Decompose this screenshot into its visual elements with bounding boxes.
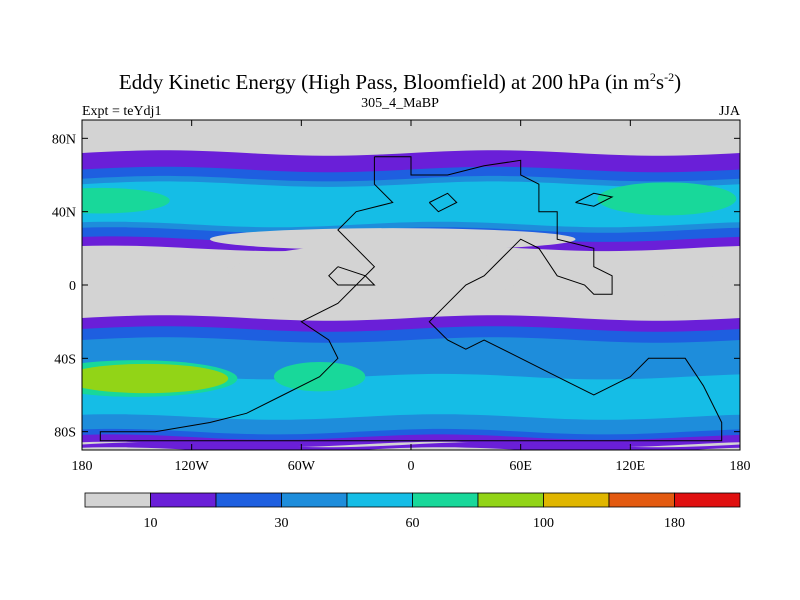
coastline-outline — [99, 156, 723, 442]
contour-band-4 — [82, 368, 740, 420]
colorbar-label-3: 100 — [533, 516, 554, 531]
contour-band-7 — [82, 337, 740, 380]
colorbar-box-4 — [346, 492, 413, 508]
low-region-0 — [228, 244, 521, 307]
y-tick-label-0: 80N — [52, 132, 76, 147]
title-exp-2: -2 — [664, 70, 675, 84]
title-unit: s — [655, 70, 665, 94]
chart-subtitle: 305_4_MaBP — [361, 96, 439, 111]
experiment-label: Expt = teYdj1 — [82, 104, 162, 119]
x-tick-label-1: 120W — [175, 459, 210, 474]
colorbar-box-5 — [412, 492, 479, 508]
coastline-segment-1 — [428, 192, 458, 213]
x-tick-label-6: 180 — [730, 459, 751, 474]
coastline-segment-3 — [575, 192, 614, 207]
y-tick-label-3: 40S — [54, 352, 76, 367]
colorbar-label-4: 180 — [664, 516, 685, 531]
colorbar-label-2: 60 — [406, 516, 420, 531]
low-region-1 — [593, 274, 740, 296]
colorbar-box-8 — [608, 492, 675, 508]
x-tick-label-5: 120E — [616, 459, 646, 474]
title-exp-1: 2 — [649, 70, 656, 84]
contour-field — [82, 120, 740, 450]
y-axis: 80N 40N 0 40S 80S — [52, 132, 740, 441]
colorbar-label-0: 10 — [144, 516, 158, 531]
x-tick-label-4: 60E — [509, 459, 532, 474]
colorbar-box-7 — [543, 492, 610, 508]
coastline-segment-0 — [99, 156, 723, 442]
title-end: ) — [674, 70, 682, 94]
colorbar-box-2 — [215, 492, 282, 508]
x-tick-label-2: 60W — [288, 459, 316, 474]
y-tick-label-1: 40N — [52, 206, 76, 221]
low-region-3 — [209, 228, 576, 251]
chart-title: Eddy Kinetic Energy (High Pass, Bloomfie… — [0, 70, 800, 95]
title-text: Eddy Kinetic Energy (High Pass, Bloomfie… — [118, 70, 650, 94]
colorbar-label-1: 30 — [275, 516, 289, 531]
x-tick-label-3: 0 — [408, 459, 415, 474]
contour-band-11 — [82, 181, 740, 228]
colorbar-box-0 — [84, 492, 151, 508]
contour-blob-0 — [82, 187, 170, 214]
y-tick-label-4: 80S — [54, 426, 76, 441]
season-label: JJA — [718, 104, 740, 119]
colorbar: 10 30 60 100 180 — [84, 492, 741, 531]
y-tick-label-2: 0 — [69, 279, 76, 294]
colorbar-box-6 — [477, 492, 544, 508]
x-axis: 180 120W 60W 0 60E 120E 180 — [72, 120, 751, 474]
x-tick-label-0: 180 — [72, 459, 93, 474]
contour-blob-3 — [82, 363, 229, 394]
colorbar-box-9 — [674, 492, 741, 508]
coastline-segment-2 — [328, 266, 376, 286]
low-region-2 — [82, 259, 229, 274]
colorbar-box-1 — [150, 492, 217, 508]
contour-blob-1 — [597, 182, 737, 216]
colorbar-box-3 — [281, 492, 348, 508]
